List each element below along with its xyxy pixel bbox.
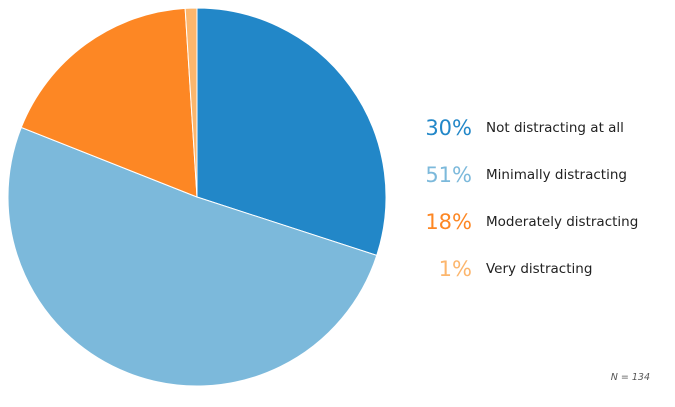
legend-percent: 30% — [425, 115, 472, 140]
legend-item-moderately-distracting: 18% Moderately distracting — [416, 198, 671, 245]
legend-item-very-distracting: 1% Very distracting — [416, 245, 671, 292]
pie-slice-minimally-distracting — [7, 126, 378, 387]
legend-label: Moderately distracting — [486, 213, 639, 230]
legend-percent: 18% — [425, 209, 472, 234]
legend-item-minimally-distracting: 51% Minimally distracting — [416, 151, 671, 198]
pie-slice-very-distracting — [184, 7, 198, 198]
pie-slice-moderately-distracting — [20, 7, 198, 198]
legend-label: Very distracting — [486, 260, 593, 277]
legend-label: Minimally distracting — [486, 166, 627, 183]
sample-size-note: N = 134 — [610, 372, 650, 383]
legend-percent: 51% — [425, 162, 472, 187]
legend-label: Not distracting at all — [486, 119, 624, 136]
legend-item-not-distracting: 30% Not distracting at all — [416, 104, 671, 151]
legend: 30% Not distracting at all 51% Minimally… — [416, 104, 671, 292]
pie-slice-not-distracting-at-all — [196, 7, 387, 257]
legend-percent: 1% — [438, 256, 472, 281]
